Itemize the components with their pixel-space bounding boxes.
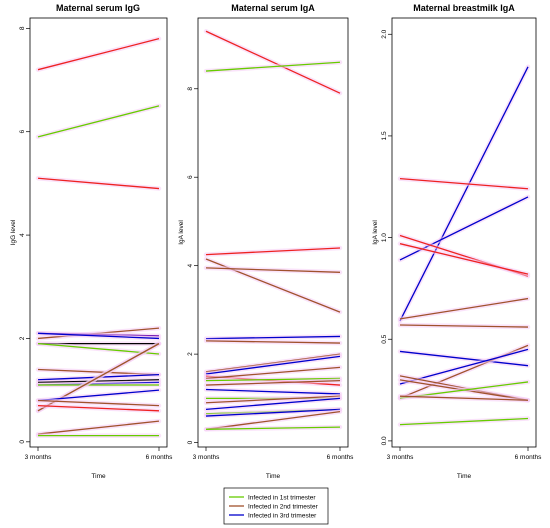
y-tick-label: 8 xyxy=(19,26,26,30)
x-tick-label: 6 months xyxy=(146,454,173,461)
y-tick-label: 8 xyxy=(187,87,194,91)
series-line xyxy=(205,388,341,395)
series-line xyxy=(205,340,341,344)
series-line xyxy=(205,395,341,404)
series-line xyxy=(37,389,160,402)
panel-1: Maternal serum IgG 0 2 4 6 8 IgG level 3 months… xyxy=(10,3,173,480)
series-line xyxy=(399,66,529,322)
legend-item-2nd: Infected in 2nd trimester xyxy=(229,504,319,511)
series-line xyxy=(399,395,529,401)
series-line xyxy=(205,247,341,256)
y-axis-label: IgG level xyxy=(10,219,17,245)
y-tick-label: 6 xyxy=(19,130,26,134)
series-line xyxy=(205,377,341,382)
plot-frame xyxy=(197,17,349,448)
x-tick-label: 6 months xyxy=(515,454,542,461)
panels: Maternal serum IgG 0 2 4 6 8 IgG level 3 months… xyxy=(10,3,542,480)
panel-2: Maternal serum IgA 0 2 4 6 8 IgA level 3 months… xyxy=(178,3,354,480)
x-axis-label: Time xyxy=(266,473,281,480)
series-line xyxy=(37,342,160,355)
x-tick-label: 3 months xyxy=(193,454,220,461)
series-line xyxy=(399,417,529,426)
series-line xyxy=(205,61,341,72)
y-tick-label: 0.0 xyxy=(381,436,388,445)
series-line xyxy=(37,399,160,407)
series-line xyxy=(37,379,160,384)
y-tick-label: 4 xyxy=(187,263,194,267)
series-line xyxy=(205,335,341,340)
x-axis-label: Time xyxy=(457,473,472,480)
series-line xyxy=(205,410,341,430)
y-tick-label: 0.5 xyxy=(381,334,388,343)
series-line xyxy=(399,243,529,275)
x-tick-label: 3 months xyxy=(25,454,52,461)
series-line xyxy=(399,177,529,190)
x-axis-label: Time xyxy=(91,473,106,480)
legend: Infected in 1st trimester Infected in 2n… xyxy=(223,487,329,525)
y-axis-label: IgA level xyxy=(372,220,379,245)
series-line xyxy=(205,30,341,94)
series-line xyxy=(37,405,160,412)
series-line xyxy=(37,38,160,71)
y-tick-label: 2 xyxy=(187,352,194,356)
y-tick-label: 0 xyxy=(187,440,194,444)
y-tick-label: 2.0 xyxy=(381,29,388,38)
panel-3: Maternal breastmilk IgA 0.0 0.5 1.0 1.5 2.0 Ig… xyxy=(372,3,542,480)
panel-title: Maternal serum IgA xyxy=(231,3,315,13)
legend-label-1st: Infected in 1st trimester xyxy=(248,495,316,502)
series-line xyxy=(205,408,341,417)
y-tick-label: 1.5 xyxy=(381,131,388,140)
legend-label-2nd: Infected in 2nd trimester xyxy=(248,504,319,511)
series-line xyxy=(205,355,341,375)
series-line xyxy=(37,332,160,340)
legend-item-1st: Infected in 1st trimester xyxy=(229,495,316,502)
y-axis-label: IgA level xyxy=(178,220,185,245)
legend-label-3rd: Infected in 3rd trimester xyxy=(248,513,317,520)
panel-title: Maternal breastmilk IgA xyxy=(413,3,515,13)
plot-frame xyxy=(391,17,537,448)
series-line xyxy=(399,324,529,328)
panel-title: Maternal serum IgG xyxy=(56,3,140,13)
series-line xyxy=(205,366,341,380)
y-tick-label: 4 xyxy=(19,233,26,237)
y-tick-label: 2 xyxy=(19,336,26,340)
series-line xyxy=(205,397,341,411)
series-line xyxy=(37,105,160,138)
series-line xyxy=(205,267,341,273)
y-tick-label: 6 xyxy=(187,175,194,179)
y-tick-label: 0 xyxy=(19,440,26,444)
legend-item-3rd: Infected in 3rd trimester xyxy=(229,513,317,520)
series-line xyxy=(399,297,529,320)
x-tick-label: 3 months xyxy=(387,454,414,461)
series-line xyxy=(37,177,160,190)
series-line xyxy=(399,350,529,367)
series-line xyxy=(205,426,341,430)
x-tick-label: 6 months xyxy=(327,454,354,461)
series-line xyxy=(37,420,160,435)
plot-frame xyxy=(29,17,168,448)
y-tick-label: 1.0 xyxy=(381,233,388,242)
series-line xyxy=(205,380,341,386)
